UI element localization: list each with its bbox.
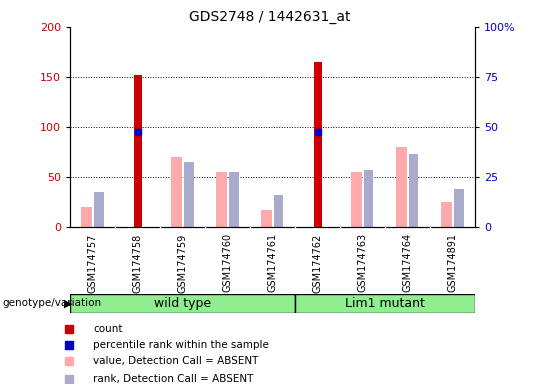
Text: GSM174757: GSM174757 <box>87 233 98 293</box>
Bar <box>351 172 362 227</box>
Text: genotype/variation: genotype/variation <box>3 298 102 308</box>
Bar <box>363 170 374 227</box>
Text: rank, Detection Call = ABSENT: rank, Detection Call = ABSENT <box>93 374 254 384</box>
Text: value, Detection Call = ABSENT: value, Detection Call = ABSENT <box>93 356 259 366</box>
Text: GSM174761: GSM174761 <box>268 233 278 292</box>
Bar <box>70 294 295 313</box>
Text: percentile rank within the sample: percentile rank within the sample <box>93 340 269 350</box>
Bar <box>261 210 273 227</box>
Bar <box>184 162 193 227</box>
Text: GDS2748 / 1442631_at: GDS2748 / 1442631_at <box>189 10 351 24</box>
Bar <box>454 189 463 227</box>
Bar <box>228 172 239 227</box>
Bar <box>314 62 322 227</box>
Text: GSM174759: GSM174759 <box>178 233 188 293</box>
Text: GSM174764: GSM174764 <box>403 233 413 292</box>
Text: GSM174891: GSM174891 <box>448 233 458 292</box>
Bar <box>171 157 183 227</box>
Bar <box>274 195 284 227</box>
Text: GSM174758: GSM174758 <box>133 233 143 293</box>
Bar <box>409 154 419 227</box>
Text: ▶: ▶ <box>64 298 72 308</box>
Text: GSM174762: GSM174762 <box>313 233 323 293</box>
Bar <box>93 192 104 227</box>
Bar <box>216 172 227 227</box>
Text: count: count <box>93 324 123 334</box>
Bar <box>396 147 408 227</box>
Text: wild type: wild type <box>154 297 211 310</box>
Bar <box>295 294 475 313</box>
Text: GSM174763: GSM174763 <box>357 233 368 292</box>
Text: GSM174760: GSM174760 <box>222 233 233 292</box>
Text: Lim1 mutant: Lim1 mutant <box>345 297 425 310</box>
Bar <box>134 75 141 227</box>
Bar <box>441 202 453 227</box>
Bar <box>81 207 92 227</box>
